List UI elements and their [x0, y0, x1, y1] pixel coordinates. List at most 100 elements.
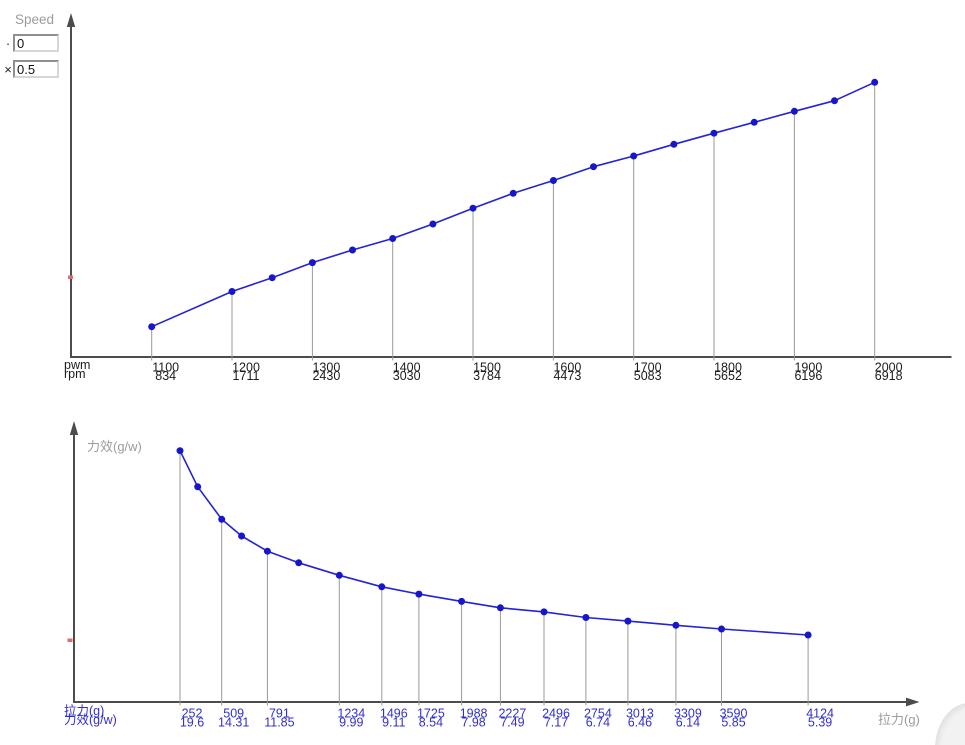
data-point: [176, 447, 184, 455]
x-tick-label: 791: [269, 707, 290, 721]
x-tick-label: 2496: [542, 707, 570, 721]
data-point: [670, 140, 678, 148]
red-axis-marker: [68, 275, 73, 279]
data-point: [295, 559, 303, 567]
y-axis-arrow: [69, 421, 79, 435]
series-line: [151, 81, 876, 328]
x-tick-label: 252: [182, 707, 203, 721]
y-value-label: 5083: [634, 369, 662, 383]
speed-offset-input[interactable]: [13, 34, 59, 52]
x-axis-arrow: [906, 697, 920, 707]
scale-prefix: ×: [4, 62, 12, 77]
data-point: [750, 118, 758, 126]
x-tick-label: 509: [223, 707, 244, 721]
data-point: [218, 515, 226, 523]
y-value-label: 11.85: [264, 716, 294, 730]
y-value-label: 19.6: [180, 716, 204, 730]
data-point: [582, 614, 590, 621]
y-value-label: 5652: [714, 369, 742, 383]
x-tick-label: 2754: [584, 707, 612, 721]
y-value-label: 7.98: [461, 716, 485, 730]
data-point: [415, 590, 423, 598]
data-point: [496, 604, 504, 612]
x-tick-label: 1700: [634, 361, 662, 375]
y-value-label: 9.99: [339, 716, 363, 730]
x-tick-label: 2000: [875, 361, 903, 375]
speed-scale-input[interactable]: [13, 60, 59, 78]
x-tick-label: 3309: [674, 707, 702, 721]
x-tick-label: 1200: [232, 361, 260, 375]
x-tick-label: 1496: [380, 707, 408, 721]
y-value-label: 8.54: [419, 716, 443, 730]
data-point: [349, 246, 356, 254]
data-point: [228, 288, 236, 295]
x-tick-label: 1500: [473, 361, 501, 375]
y-value-label: 6.74: [586, 716, 610, 730]
thrust-row-header: 拉力(g): [64, 704, 105, 718]
data-point: [509, 189, 517, 197]
y-value-label: 5.85: [721, 716, 745, 730]
y-value-label: 3784: [473, 369, 501, 383]
series-line: [179, 450, 809, 636]
data-point: [458, 597, 466, 605]
rpm-row-header: rpm: [64, 367, 86, 381]
y-value-label: 9.11: [382, 716, 405, 730]
y-value-label: 2430: [312, 369, 340, 383]
data-point: [549, 177, 557, 184]
x-tick-label: 2227: [498, 707, 526, 721]
y-value-label: 14.31: [218, 716, 249, 730]
y-axis-arrow: [66, 13, 76, 27]
data-point: [335, 571, 343, 579]
speed-offset-row: ·: [3, 34, 59, 54]
x-tick-label: 1800: [714, 361, 742, 375]
data-point: [590, 163, 597, 171]
y-value-label: 6918: [875, 369, 903, 383]
y-value-label: 7.17: [544, 716, 568, 730]
data-point: [378, 583, 386, 591]
offset-prefix: ·: [5, 36, 11, 51]
x-tick-label: 3013: [626, 707, 654, 721]
y-value-label: 6.14: [676, 716, 700, 730]
data-point: [148, 323, 156, 331]
data-point: [263, 547, 271, 555]
data-point: [831, 97, 838, 105]
data-point: [790, 107, 798, 115]
thrust-axis-title: 拉力(g): [878, 712, 920, 727]
data-point: [710, 129, 718, 137]
x-tick-label: 1400: [393, 361, 421, 375]
y-value-label: 1711: [233, 369, 260, 383]
x-tick-label: 1988: [460, 707, 488, 721]
data-point: [389, 235, 397, 242]
data-point: [238, 532, 246, 540]
x-tick-label: 1100: [152, 361, 179, 375]
data-point: [194, 483, 202, 491]
speed-axis-title: Speed: [15, 12, 55, 27]
data-point: [871, 78, 879, 86]
data-point: [429, 220, 437, 228]
data-point: [268, 274, 276, 282]
data-point: [624, 617, 632, 625]
data-point: [469, 204, 477, 212]
y-value-label: 3030: [393, 369, 421, 383]
data-point: [540, 608, 548, 616]
x-tick-label: 1234: [337, 707, 365, 721]
data-point: [308, 259, 316, 267]
x-tick-label: 1600: [553, 361, 581, 375]
data-point: [804, 631, 812, 639]
y-value-label: 6196: [794, 369, 822, 383]
red-axis-marker: [67, 638, 73, 642]
speed-scale-row: ×: [3, 60, 59, 80]
x-tick-label: 1725: [417, 707, 445, 721]
x-tick-label: 3590: [720, 707, 748, 721]
y-value-label: 5.39: [808, 716, 832, 730]
efficiency-row-header: 力效(g/w): [64, 713, 117, 727]
pwm-row-header: pwm: [64, 358, 91, 372]
data-point: [718, 625, 725, 633]
x-tick-label: 4124: [806, 707, 834, 721]
y-value-label: 4473: [553, 369, 581, 383]
efficiency-axis-title: 力效(g/w): [87, 439, 142, 454]
y-value-label: 6.46: [628, 716, 652, 730]
